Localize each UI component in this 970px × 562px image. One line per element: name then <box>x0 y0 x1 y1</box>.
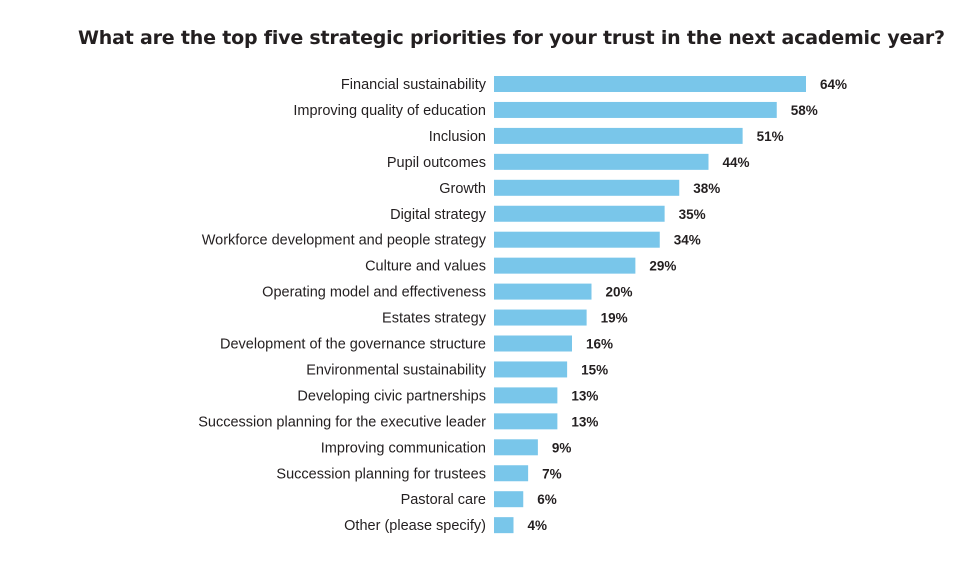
data-label: 15% <box>581 362 608 377</box>
bar <box>494 283 592 300</box>
category-label: Improving communication <box>321 440 486 456</box>
data-label: 29% <box>649 259 676 274</box>
bar <box>494 413 558 430</box>
data-label: 7% <box>542 466 562 481</box>
data-label: 13% <box>571 388 598 403</box>
bar <box>494 205 665 222</box>
category-label: Pupil outcomes <box>387 155 486 171</box>
bar <box>494 76 806 92</box>
data-label: 19% <box>601 311 628 326</box>
category-label: Digital strategy <box>390 207 487 223</box>
bar <box>494 335 572 352</box>
category-label: Operating model and effectiveness <box>262 285 486 301</box>
chart-title: What are the top five strategic prioriti… <box>78 27 945 49</box>
category-label: Culture and values <box>365 259 486 275</box>
bar <box>494 439 538 456</box>
bar <box>494 309 587 326</box>
category-label: Inclusion <box>429 129 486 145</box>
data-label: 38% <box>693 181 720 196</box>
category-label: Development of the governance structure <box>220 337 486 353</box>
bar <box>494 491 524 508</box>
category-label: Environmental sustainability <box>306 362 486 378</box>
bar <box>494 153 709 170</box>
data-label: 58% <box>791 103 818 118</box>
category-label: Growth <box>439 181 486 197</box>
category-label: Other (please specify) <box>344 518 486 534</box>
data-label: 51% <box>757 129 784 144</box>
data-label: 9% <box>552 440 572 455</box>
bar <box>494 517 514 534</box>
bar <box>494 231 660 248</box>
data-label: 6% <box>537 492 557 507</box>
data-label: 64% <box>820 77 847 92</box>
category-label: Workforce development and people strateg… <box>202 233 487 249</box>
bar <box>494 127 743 144</box>
data-label: 35% <box>679 207 706 222</box>
bar <box>494 179 680 196</box>
category-label: Succession planning for trustees <box>276 466 486 482</box>
bar <box>494 101 777 118</box>
bar <box>494 465 529 482</box>
data-label: 20% <box>606 285 633 300</box>
bar <box>494 257 636 274</box>
bar <box>494 361 568 378</box>
data-label: 13% <box>571 414 598 429</box>
data-label: 44% <box>723 155 750 170</box>
data-label: 34% <box>674 233 701 248</box>
data-label: 16% <box>586 337 613 352</box>
category-label: Developing civic partnerships <box>297 388 486 404</box>
data-label: 4% <box>528 518 548 533</box>
bar <box>494 387 558 404</box>
category-label: Pastoral care <box>401 492 486 508</box>
category-label: Estates strategy <box>382 311 487 327</box>
category-label: Succession planning for the executive le… <box>198 414 486 430</box>
category-label: Improving quality of education <box>293 103 486 119</box>
category-label: Financial sustainability <box>341 77 487 93</box>
